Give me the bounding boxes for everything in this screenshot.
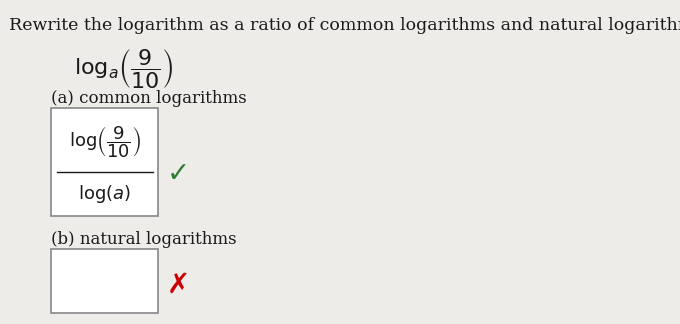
Text: ✗: ✗: [167, 271, 190, 299]
Text: (a) common logarithms: (a) common logarithms: [51, 90, 247, 107]
Text: $\log\!\left(\dfrac{9}{10}\right)$: $\log\!\left(\dfrac{9}{10}\right)$: [69, 124, 141, 160]
Text: Rewrite the logarithm as a ratio of common logarithms and natural logarithms.: Rewrite the logarithm as a ratio of comm…: [9, 17, 680, 34]
Text: (b) natural logarithms: (b) natural logarithms: [51, 231, 237, 249]
Text: ✓: ✓: [167, 160, 190, 188]
Bar: [51, 249, 158, 313]
Text: $\log_{a}\!\left(\dfrac{9}{10}\right)$: $\log_{a}\!\left(\dfrac{9}{10}\right)$: [74, 47, 174, 90]
Bar: [51, 109, 158, 215]
Text: $\log(a)$: $\log(a)$: [78, 183, 131, 205]
